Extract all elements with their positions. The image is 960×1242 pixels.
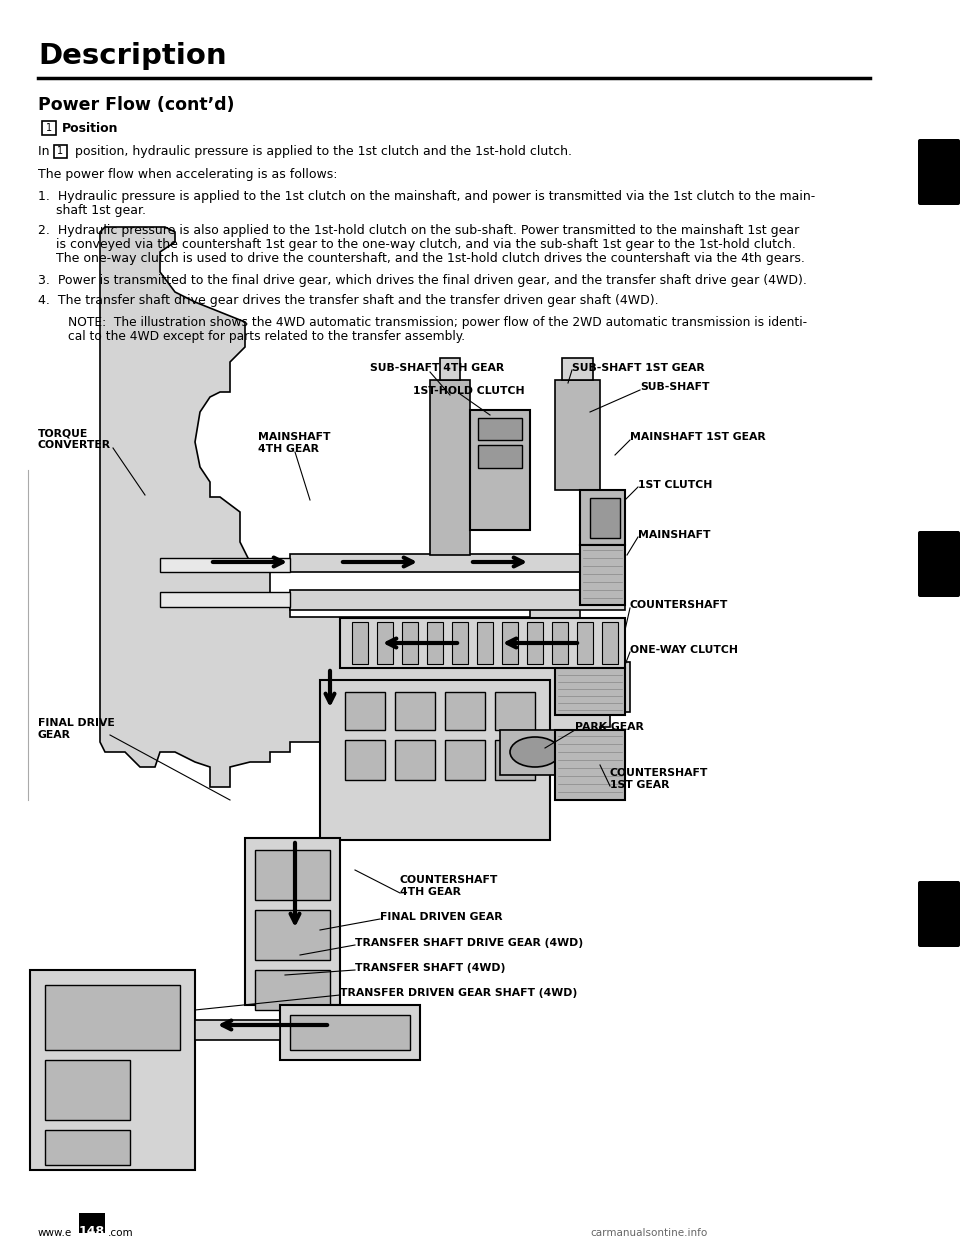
Text: carmanualsontine.info: carmanualsontine.info — [590, 1228, 708, 1238]
Bar — [255, 910, 330, 960]
Bar — [402, 622, 418, 664]
Bar — [345, 692, 385, 730]
Bar — [445, 740, 485, 780]
Bar — [445, 692, 485, 730]
Bar — [45, 1130, 130, 1165]
FancyBboxPatch shape — [42, 120, 56, 135]
Text: 148: 148 — [79, 1225, 105, 1238]
Bar — [352, 622, 368, 664]
Bar — [478, 419, 522, 440]
Bar — [320, 681, 550, 840]
Text: MAINSHAFT
4TH GEAR: MAINSHAFT 4TH GEAR — [258, 432, 330, 453]
Text: The power flow when accelerating is as follows:: The power flow when accelerating is as f… — [38, 168, 338, 181]
Bar — [30, 970, 195, 1170]
Bar — [590, 498, 620, 538]
Text: COUNTERSHAFT: COUNTERSHAFT — [630, 600, 729, 610]
Text: TRANSFER DRIVEN GEAR SHAFT (4WD): TRANSFER DRIVEN GEAR SHAFT (4WD) — [340, 987, 577, 999]
Text: In: In — [38, 145, 54, 158]
Bar — [395, 740, 435, 780]
Bar — [555, 380, 600, 491]
Bar — [477, 622, 493, 664]
Bar — [255, 970, 330, 1010]
Bar — [290, 554, 625, 573]
Bar — [500, 730, 570, 775]
Text: COUNTERSHAFT
1ST GEAR: COUNTERSHAFT 1ST GEAR — [610, 768, 708, 790]
Bar — [430, 380, 470, 555]
Bar — [245, 838, 340, 1005]
FancyBboxPatch shape — [918, 139, 960, 205]
Ellipse shape — [510, 737, 560, 768]
Bar — [440, 358, 460, 380]
Text: TORQUE
CONVERTER: TORQUE CONVERTER — [38, 428, 111, 450]
Bar — [577, 622, 593, 664]
FancyBboxPatch shape — [79, 1213, 105, 1233]
Text: Position: Position — [62, 122, 118, 134]
Text: 1ST-HOLD CLUTCH: 1ST-HOLD CLUTCH — [413, 386, 524, 396]
Bar — [452, 622, 468, 664]
Bar — [195, 1020, 280, 1040]
Polygon shape — [100, 227, 630, 787]
FancyBboxPatch shape — [918, 881, 960, 946]
Text: PARK GEAR: PARK GEAR — [575, 722, 644, 732]
Text: .com: .com — [108, 1228, 133, 1238]
Bar — [527, 622, 543, 664]
Text: 2.  Hydraulic pressure is also applied to the 1st-hold clutch on the sub-shaft. : 2. Hydraulic pressure is also applied to… — [38, 224, 800, 237]
Text: Power Flow (cont’d): Power Flow (cont’d) — [38, 96, 234, 114]
Bar — [290, 1015, 410, 1049]
Text: 3.  Power is transmitted to the final drive gear, which drives the final driven : 3. Power is transmitted to the final dri… — [38, 274, 806, 287]
Bar — [160, 592, 290, 607]
Text: TRANSFER SHAFT (4WD): TRANSFER SHAFT (4WD) — [355, 963, 505, 972]
Text: FINAL DRIVEN GEAR: FINAL DRIVEN GEAR — [380, 912, 503, 922]
Bar — [395, 692, 435, 730]
Text: SUB-SHAFT 4TH GEAR: SUB-SHAFT 4TH GEAR — [370, 363, 504, 373]
Text: MAINSHAFT: MAINSHAFT — [638, 530, 710, 540]
Text: MAINSHAFT 1ST GEAR: MAINSHAFT 1ST GEAR — [630, 432, 766, 442]
Text: cal to the 4WD except for parts related to the transfer assembly.: cal to the 4WD except for parts related … — [68, 330, 466, 343]
Text: SUB-SHAFT: SUB-SHAFT — [640, 383, 709, 392]
Bar — [345, 740, 385, 780]
Text: position, hydraulic pressure is applied to the 1st clutch and the 1st-hold clutc: position, hydraulic pressure is applied … — [71, 145, 572, 158]
FancyBboxPatch shape — [54, 145, 67, 158]
Bar — [470, 410, 530, 530]
Bar — [255, 850, 330, 900]
Bar — [495, 740, 535, 780]
Text: 1: 1 — [58, 147, 63, 156]
Bar — [45, 1059, 130, 1120]
Text: FINAL DRIVE
GEAR: FINAL DRIVE GEAR — [38, 718, 115, 739]
Text: TRANSFER SHAFT DRIVE GEAR (4WD): TRANSFER SHAFT DRIVE GEAR (4WD) — [355, 938, 583, 948]
Bar — [580, 491, 625, 545]
Text: 1ST CLUTCH: 1ST CLUTCH — [638, 479, 712, 491]
Text: ONE-WAY CLUTCH: ONE-WAY CLUTCH — [630, 645, 738, 655]
Text: 1.  Hydraulic pressure is applied to the 1st clutch on the mainshaft, and power : 1. Hydraulic pressure is applied to the … — [38, 190, 815, 202]
Text: shaft 1st gear.: shaft 1st gear. — [56, 204, 146, 217]
Bar — [555, 730, 625, 800]
Bar — [562, 358, 593, 380]
Bar — [45, 985, 180, 1049]
Text: 1: 1 — [46, 123, 52, 133]
Text: is conveyed via the countershaft 1st gear to the one-way clutch, and via the sub: is conveyed via the countershaft 1st gea… — [56, 238, 796, 251]
Bar — [340, 619, 625, 668]
Bar — [555, 668, 625, 715]
Bar — [602, 622, 618, 664]
Bar — [377, 622, 393, 664]
Bar — [478, 445, 522, 468]
Text: The one-way clutch is used to drive the countershaft, and the 1st-hold clutch dr: The one-way clutch is used to drive the … — [56, 252, 804, 265]
Text: SUB-SHAFT 1ST GEAR: SUB-SHAFT 1ST GEAR — [572, 363, 705, 373]
Bar — [502, 622, 518, 664]
Bar — [290, 590, 625, 610]
Text: COUNTERSHAFT
4TH GEAR: COUNTERSHAFT 4TH GEAR — [400, 876, 498, 897]
Bar — [580, 545, 625, 605]
Bar — [552, 622, 568, 664]
Text: 4.  The transfer shaft drive gear drives the transfer shaft and the transfer dri: 4. The transfer shaft drive gear drives … — [38, 294, 659, 307]
Bar — [280, 1005, 420, 1059]
Bar — [160, 558, 290, 573]
Bar — [427, 622, 443, 664]
Text: www.e: www.e — [38, 1228, 72, 1238]
Bar — [495, 692, 535, 730]
FancyBboxPatch shape — [918, 532, 960, 597]
Text: Description: Description — [38, 42, 227, 70]
Text: NOTE:  The illustration shows the 4WD automatic transmission; power flow of the : NOTE: The illustration shows the 4WD aut… — [68, 315, 807, 329]
